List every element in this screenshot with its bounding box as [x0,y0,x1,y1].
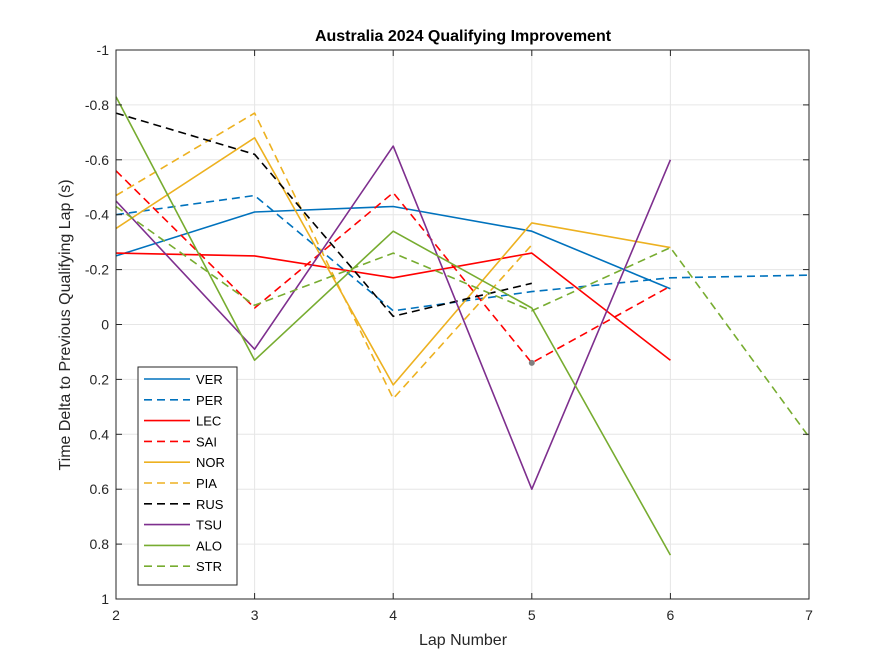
y-tick-label: -0.4 [85,207,109,223]
y-tick-label: -0.6 [85,152,109,168]
legend-entry-alo: ALO [196,538,222,553]
y-tick-label: 0.2 [90,371,110,387]
y-tick-label: -0.8 [85,97,109,113]
legend-entry-str: STR [196,559,222,574]
x-tick-label: 5 [528,607,536,623]
series-layer [115,96,810,556]
legend: VER PER LEC SAI NOR PIA RUS TSU ALO STR [137,366,238,586]
x-tick-label: 6 [667,607,675,623]
series-line-per [115,194,810,312]
y-tick-label: 1 [101,591,109,607]
x-tick-label: 7 [805,607,813,623]
x-axis-label: Lap Number [419,632,508,649]
series-line-ver [115,205,671,290]
y-tick-label: 0 [101,317,109,333]
legend-entry-pia: PIA [196,476,217,491]
x-tick-label: 3 [251,607,259,623]
series-line-sai [115,170,671,364]
y-tick-label: 0.6 [90,481,110,497]
legend-entry-nor: NOR [196,455,225,470]
series-line-lec [115,252,671,361]
data-point-marker [528,359,535,366]
axis-ticks: 2 3 4 5 6 7 -1 -0.8 -0.6 -0.4 -0.2 0 0.2 0.4 0.6 0.8 1 [85,42,813,623]
series-line-nor [115,137,671,386]
legend-entry-lec: LEC [196,414,221,429]
series-line-alo [115,96,672,556]
legend-box [137,366,238,586]
chart-title: Australia 2024 Qualifying Improvement [315,28,612,45]
legend-entry-sai: SAI [196,434,217,449]
y-tick-label: 0.4 [90,426,110,442]
y-tick-label: -0.2 [85,262,109,278]
legend-entry-ver: VER [196,372,223,387]
x-tick-label: 4 [389,607,397,623]
y-tick-label: 0.8 [90,536,110,552]
legend-entry-per: PER [196,393,223,408]
legend-entry-tsu: TSU [196,518,222,533]
y-tick-label: -1 [97,42,110,58]
series-line-str [115,205,810,438]
series-line-tsu [115,145,672,491]
series-line-pia [115,112,533,400]
marker-layer [528,359,535,366]
legend-entry-rus: RUS [196,497,224,512]
series-line-rus [115,112,532,318]
y-axis-label: Time Delta to Previous Qualifying Lap (s… [57,179,74,470]
x-tick-label: 2 [112,607,120,623]
